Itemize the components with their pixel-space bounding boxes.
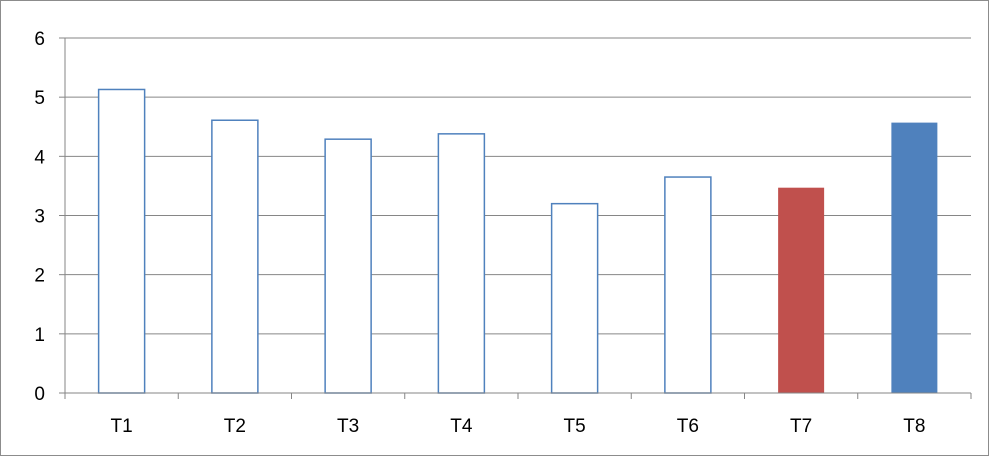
bar-t3 — [324, 138, 372, 394]
y-tick-label: 3 — [34, 207, 45, 228]
bar-t7 — [778, 187, 825, 393]
bar-t5 — [550, 202, 599, 394]
x-tick-label: T3 — [337, 416, 359, 437]
gridlines — [65, 37, 971, 335]
x-tick-label: T8 — [903, 416, 925, 437]
x-tick-label: T2 — [224, 416, 246, 437]
axes — [59, 37, 972, 399]
y-tick-label: 5 — [34, 88, 45, 109]
bar-t2 — [211, 119, 259, 394]
y-tick-label: 0 — [34, 384, 45, 405]
y-tick-label: 2 — [34, 266, 45, 287]
x-tick-label: T7 — [790, 416, 812, 437]
bar-t4 — [437, 133, 486, 394]
y-tick-label: 4 — [34, 147, 45, 168]
y-tick-labels: 0 1 2 3 4 5 6 — [34, 29, 45, 405]
x-tick-label: T4 — [450, 416, 473, 437]
y-tick-label: 1 — [34, 325, 45, 346]
bar-t6 — [664, 176, 712, 394]
bars — [97, 88, 938, 394]
x-tick-labels: T1 T2 T3 T4 T5 T6 T7 T8 — [111, 416, 926, 437]
bar-t8 — [891, 122, 938, 393]
x-tick-label: T6 — [677, 416, 699, 437]
bar-t1 — [97, 88, 146, 394]
x-tick-label: T5 — [564, 416, 586, 437]
x-tick-label: T1 — [111, 416, 133, 437]
y-tick-label: 6 — [34, 29, 45, 50]
